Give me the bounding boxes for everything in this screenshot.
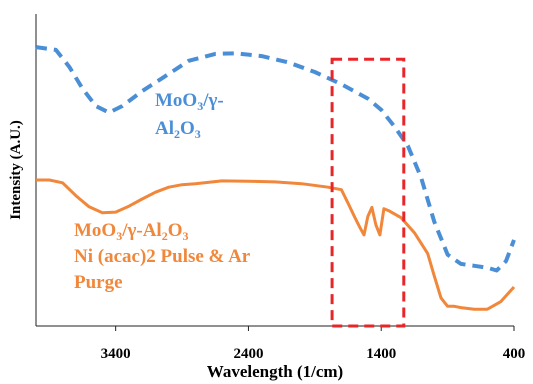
y-axis-label: Intensity (A.U.) [8, 120, 24, 220]
annotation-1-line-2: Al2O3 [155, 118, 201, 141]
series-line-1 [35, 45, 516, 273]
annotation-2-line-3: Purge [74, 272, 123, 293]
annotation-1-line-1: MoO3/γ- [155, 90, 224, 113]
subscript: 2 [174, 127, 180, 141]
x-tick-marks [115, 326, 515, 331]
series-line-2 [36, 178, 516, 311]
x-tick-labels: 3400 2400 1400 400 [101, 346, 526, 362]
annotation-text: Al [155, 118, 174, 139]
x-tick-label: 2400 [233, 346, 263, 362]
x-tick-label: 1400 [366, 346, 396, 362]
annotation-text: O [180, 118, 195, 139]
annotation-text: Purge [74, 272, 123, 293]
subscript: 3 [116, 229, 122, 243]
subscript: 2 [162, 229, 168, 243]
subscript: 3 [197, 99, 203, 113]
annotation-2-line-2: Ni (acac)2 Pulse & Ar [74, 246, 251, 267]
annotation-text: MoO [74, 220, 116, 241]
spectrum-series [35, 45, 516, 311]
annotation-text: MoO [155, 90, 197, 111]
annotation-text: /γ- [202, 90, 224, 111]
annotation-text: O [168, 220, 183, 241]
x-tick-label: 3400 [101, 346, 131, 362]
annotation-2-line-1: MoO3/γ-Al2O3 [74, 220, 189, 243]
annotation-text: Ni (acac)2 Pulse & Ar [74, 246, 251, 267]
x-axis-label: Wavelength (1/cm) [207, 362, 343, 381]
subscript: 3 [195, 127, 201, 141]
annotation-text: /γ-Al [121, 220, 162, 241]
subscript: 3 [183, 229, 189, 243]
highlight-box [330, 57, 406, 328]
x-tick-label: 400 [503, 346, 526, 362]
